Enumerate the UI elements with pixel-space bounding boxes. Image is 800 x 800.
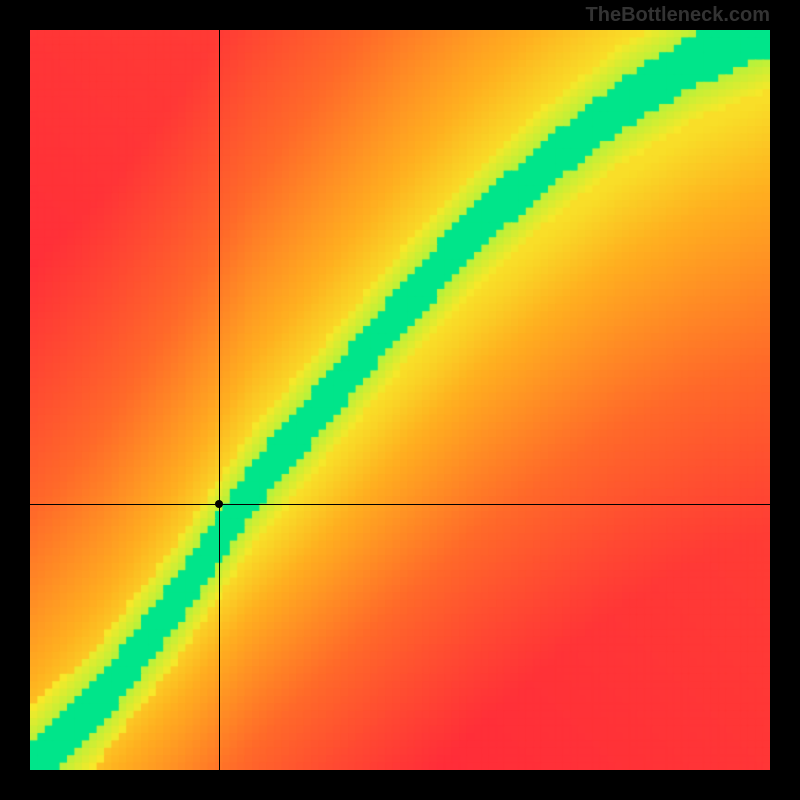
heatmap-canvas [30,30,770,770]
crosshair-vertical [219,30,220,770]
heatmap-plot [30,30,770,770]
crosshair-horizontal [30,504,770,505]
watermark-text: TheBottleneck.com [586,4,770,27]
crosshair-marker-dot [215,500,223,508]
